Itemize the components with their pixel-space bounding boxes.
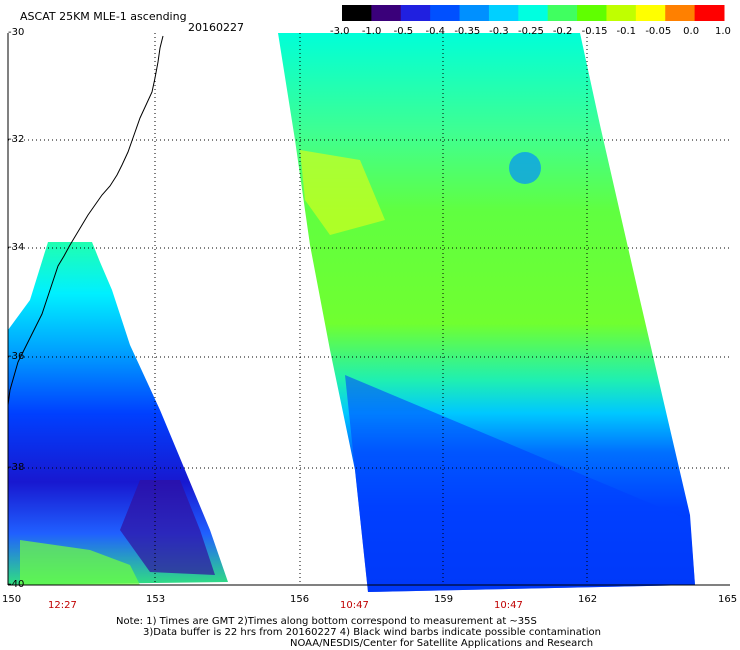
colorbar — [342, 5, 725, 21]
colorbar-label: -0.4 — [425, 26, 446, 37]
note-line-2: 3)Data buffer is 22 hrs from 20160227 4)… — [143, 627, 601, 638]
coastline — [7, 35, 164, 406]
lon-label-150: 150 — [2, 594, 22, 605]
pass-time-right: 10:47 — [494, 600, 523, 611]
lat-label-34: -34 — [8, 242, 25, 253]
colorbar-cell — [518, 5, 549, 21]
lat-label-40: -40 — [8, 579, 25, 590]
colorbar-cell — [400, 5, 431, 21]
lon-label-162: 162 — [578, 594, 598, 605]
colorbar-cell — [342, 5, 372, 21]
colorbar-cell — [547, 5, 578, 21]
colorbar-label: 1.0 — [715, 26, 731, 37]
colorbar-cell — [606, 5, 637, 21]
right-swath-blue-band — [345, 375, 695, 592]
lat-label-30: -30 — [8, 27, 25, 38]
colorbar-label: -0.5 — [393, 26, 414, 37]
left-swath-purple-patch — [120, 480, 215, 575]
lon-label-159: 159 — [434, 594, 454, 605]
lat-label-38: -38 — [8, 462, 25, 473]
pass-time-middle: 10:47 — [340, 600, 369, 611]
colorbar-cell — [577, 5, 607, 21]
colorbar-cell — [371, 5, 402, 21]
note-line-3: NOAA/NESDIS/Center for Satellite Applica… — [290, 638, 594, 649]
colorbar-label: 0.0 — [683, 26, 700, 37]
colorbar-cell — [665, 5, 696, 21]
colorbar-label: -0.05 — [645, 26, 672, 37]
colorbar-label: -0.3 — [489, 26, 509, 37]
product-date: 20160227 — [188, 21, 244, 34]
colorbar-label: -0.15 — [581, 26, 608, 37]
colorbar-label: -0.2 — [552, 26, 573, 37]
right-swath-blue-spot — [509, 152, 541, 184]
colorbar-cell — [488, 5, 519, 21]
colorbar-label: -0.1 — [616, 26, 637, 37]
colorbar-cell — [459, 5, 490, 21]
colorbar-label: -0.35 — [454, 26, 481, 37]
lon-label-156: 156 — [290, 594, 310, 605]
colorbar-label: -0.25 — [518, 26, 544, 37]
note-line-1: Note: 1) Times are GMT 2)Times along bot… — [116, 616, 537, 627]
left-swath-green-patch — [20, 540, 140, 585]
colorbar-cell — [694, 5, 725, 21]
lat-label-32: -32 — [8, 134, 25, 145]
colorbar-label: -1.0 — [361, 26, 382, 37]
lat-label-36: -36 — [8, 351, 25, 362]
colorbar-label: -3.0 — [330, 26, 350, 37]
product-title: ASCAT 25KM MLE-1 ascending — [20, 10, 187, 23]
right-swath-yellow-patch — [300, 150, 385, 235]
pass-time-left: 12:27 — [48, 600, 77, 611]
colorbar-cell — [430, 5, 461, 21]
lon-label-153: 153 — [146, 594, 166, 605]
colorbar-cell — [635, 5, 666, 21]
lon-label-165: 165 — [718, 594, 738, 605]
